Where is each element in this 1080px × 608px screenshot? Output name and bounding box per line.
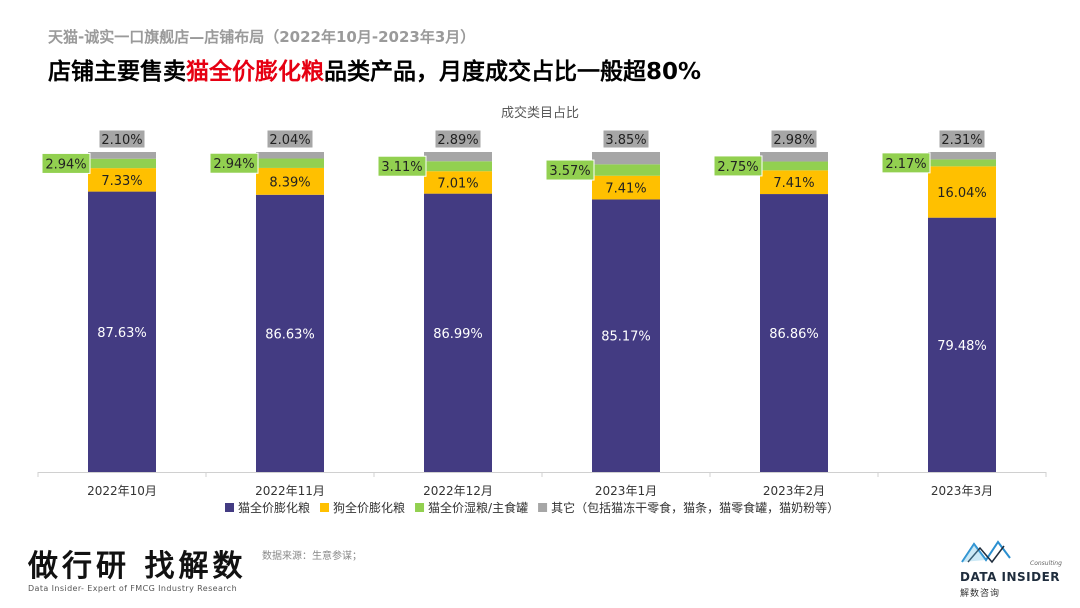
x-tick-label: 2023年1月 bbox=[595, 484, 657, 498]
bar-segment-2 bbox=[928, 166, 996, 218]
x-tick-label: 2023年2月 bbox=[763, 484, 825, 498]
data-label: 7.33% bbox=[101, 174, 142, 189]
data-label-box bbox=[545, 159, 595, 181]
data-label-box bbox=[434, 129, 482, 149]
chart-title: 成交类目占比 bbox=[501, 105, 579, 121]
legend-label: 猫全价湿粮/主食罐 bbox=[428, 500, 528, 515]
data-label: 7.41% bbox=[773, 176, 814, 191]
legend-swatch bbox=[320, 503, 330, 512]
headline-before: 店铺主要售卖 bbox=[48, 59, 186, 85]
data-label: 2.94% bbox=[213, 157, 254, 172]
bar-segment-4 bbox=[256, 152, 324, 159]
data-label: 2.10% bbox=[101, 133, 142, 148]
bar-segment-1 bbox=[424, 193, 492, 472]
data-label: 2.75% bbox=[717, 160, 758, 175]
data-source-note: 数据来源：生意参谋； bbox=[262, 551, 362, 562]
bar-segment-1 bbox=[88, 191, 156, 473]
bar-segment-4 bbox=[424, 152, 492, 162]
data-label-box bbox=[266, 129, 314, 149]
data-label: 86.86% bbox=[769, 327, 819, 342]
data-label: 85.17% bbox=[601, 330, 651, 345]
bar-segment-2 bbox=[592, 175, 660, 200]
x-tick-label: 2022年12月 bbox=[423, 484, 493, 498]
data-label: 3.11% bbox=[381, 160, 422, 175]
brand-block: Consulting DATA INSIDER 解数咨询 bbox=[954, 538, 1064, 600]
footer-slogan-sub: Data Insider- Expert of FMCG Industry Re… bbox=[28, 584, 238, 593]
bar-segment-1 bbox=[592, 199, 660, 472]
data-label-box bbox=[602, 129, 650, 149]
brand-name: DATA INSIDER bbox=[960, 570, 1061, 584]
x-tick-label: 2022年10月 bbox=[87, 484, 157, 498]
data-label: 79.48% bbox=[937, 339, 987, 354]
data-label: 8.39% bbox=[269, 175, 310, 190]
brand-consulting-label: Consulting bbox=[1030, 560, 1062, 567]
data-label-box bbox=[41, 152, 91, 174]
bar-segment-3 bbox=[424, 161, 492, 172]
footer-slogan: 做行研 找解数 bbox=[28, 549, 247, 584]
headline-after: 品类产品，月度成交占比一般超80% bbox=[324, 59, 702, 85]
bar-segment-4 bbox=[88, 152, 156, 159]
data-insider-logo-icon bbox=[961, 540, 1011, 564]
bar-segment-3 bbox=[928, 159, 996, 167]
data-label: 16.04% bbox=[937, 186, 987, 201]
data-label: 2.94% bbox=[45, 157, 86, 172]
data-label: 2.31% bbox=[941, 133, 982, 148]
bar-segment-2 bbox=[256, 167, 324, 195]
bar-segment-3 bbox=[592, 164, 660, 176]
data-label-box bbox=[98, 129, 146, 149]
bar-segment-3 bbox=[88, 158, 156, 169]
data-label-box bbox=[209, 152, 259, 174]
legend-swatch bbox=[415, 503, 425, 512]
page-headline: 店铺主要售卖猫全价膨化粮品类产品，月度成交占比一般超80% bbox=[48, 52, 701, 86]
data-label: 3.57% bbox=[549, 164, 590, 179]
headline-highlight: 猫全价膨化粮 bbox=[186, 59, 324, 85]
bar-segment-2 bbox=[760, 170, 828, 195]
bar-segment-2 bbox=[424, 171, 492, 194]
legend-label: 狗全价膨化粮 bbox=[333, 500, 405, 515]
brand-name-cn: 解数咨询 bbox=[960, 589, 1001, 599]
legend-label: 猫全价膨化粮 bbox=[238, 500, 310, 515]
bar-segment-3 bbox=[760, 161, 828, 171]
data-label: 7.01% bbox=[437, 176, 478, 191]
stacked-bar-chart: 成交类目占比 87.63% 7.33% 2.94% 2.10% 2022年10月 86.63… bbox=[37, 105, 1047, 515]
bar-segment-2 bbox=[88, 168, 156, 192]
data-label: 86.63% bbox=[265, 327, 315, 342]
bar-segment-1 bbox=[256, 194, 324, 472]
data-label: 2.89% bbox=[437, 133, 478, 148]
data-label: 2.98% bbox=[773, 133, 814, 148]
bar-segment-1 bbox=[760, 194, 828, 472]
data-label-box bbox=[881, 152, 931, 174]
legend-swatch bbox=[538, 503, 548, 512]
legend-swatch bbox=[225, 503, 234, 512]
page-subtitle: 天猫-诚实一口旗舰店—店铺布局（2022年10月-2023年3月） bbox=[48, 28, 476, 46]
bar-segment-1 bbox=[928, 217, 996, 472]
data-label: 2.17% bbox=[885, 157, 926, 172]
bar-segment-4 bbox=[760, 152, 828, 162]
bar-segment-4 bbox=[592, 152, 660, 165]
data-label-box bbox=[713, 155, 763, 177]
data-label: 87.63% bbox=[97, 326, 147, 341]
bar-segment-3 bbox=[256, 158, 324, 168]
data-label: 2.04% bbox=[269, 133, 310, 148]
bar-segment-4 bbox=[928, 152, 996, 160]
data-label: 3.85% bbox=[605, 133, 646, 148]
legend-label: 其它（包括猫冻干零食，猫条，猫零食罐，猫奶粉等） bbox=[551, 500, 839, 515]
data-label-box bbox=[377, 155, 427, 177]
x-tick-label: 2023年3月 bbox=[931, 484, 993, 498]
data-label-box bbox=[770, 129, 818, 149]
x-tick-label: 2022年11月 bbox=[255, 484, 325, 498]
data-label: 7.41% bbox=[605, 182, 646, 197]
data-label-box bbox=[938, 129, 986, 149]
data-label: 86.99% bbox=[433, 327, 483, 342]
